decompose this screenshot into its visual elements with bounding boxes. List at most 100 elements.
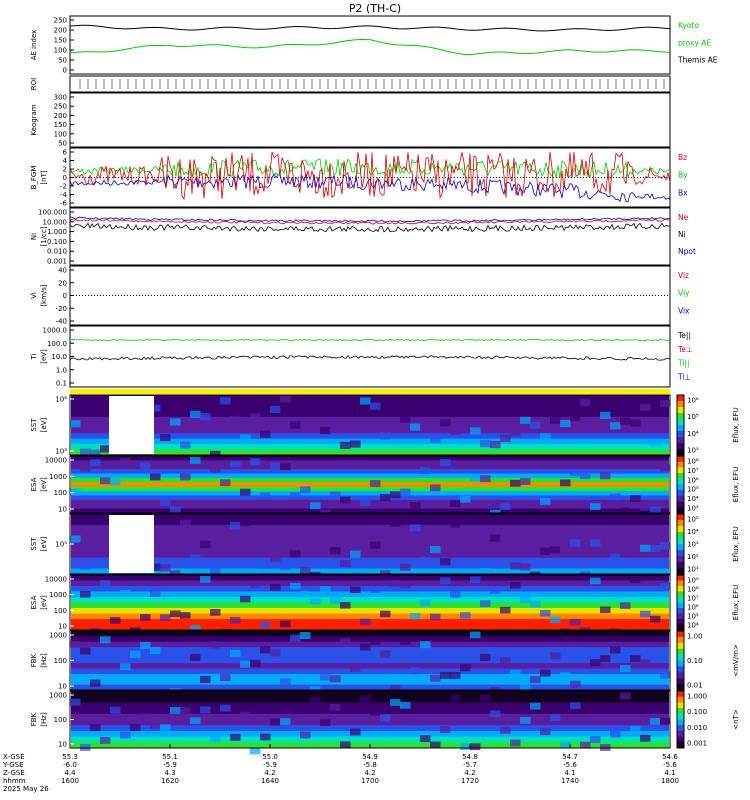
spectrogram-cell bbox=[330, 547, 341, 555]
spectrogram-cell bbox=[640, 503, 651, 511]
spectrogram-cell bbox=[350, 501, 361, 509]
ylabel2-fbk_e: [Hz] bbox=[40, 653, 48, 668]
ytick-bfgm: -4 bbox=[60, 191, 68, 199]
spectrogram-cell bbox=[500, 535, 511, 543]
spectrogram-cell bbox=[200, 540, 211, 549]
ylabel-sst_i: SST bbox=[30, 418, 38, 432]
ytick-esa_e: 10 bbox=[58, 623, 67, 631]
spectrogram-band bbox=[71, 673, 669, 680]
spectrogram-cell bbox=[130, 724, 141, 731]
colorbar-tick: 10⁷ bbox=[687, 595, 699, 603]
ytick-vi: 40 bbox=[58, 267, 67, 275]
spectrogram-cell bbox=[100, 477, 111, 485]
spectrogram-cell bbox=[70, 535, 81, 543]
xaxis-value: 54.9 bbox=[362, 753, 378, 761]
colorbar-frame bbox=[676, 630, 685, 691]
spectrogram-cell bbox=[420, 424, 431, 432]
xaxis-value: 55.1 bbox=[162, 753, 178, 761]
spectrogram-cell bbox=[400, 637, 411, 645]
spectrogram-cell bbox=[320, 673, 331, 681]
spectrogram-cell bbox=[550, 714, 561, 722]
spectrogram-cell bbox=[560, 479, 571, 487]
spectrogram-cell bbox=[440, 419, 451, 427]
spectrogram-cell bbox=[660, 717, 671, 725]
spectrogram-cell bbox=[510, 429, 521, 437]
spectrogram-cell bbox=[80, 448, 91, 456]
spectrogram-cell bbox=[480, 653, 491, 661]
spectrogram-cell bbox=[190, 653, 201, 661]
colorbar-label: Eflux, EFU bbox=[732, 526, 740, 561]
xaxis-value: -5.6 bbox=[663, 761, 677, 769]
ytick-ae: 100 bbox=[54, 47, 67, 55]
spectrogram-cell bbox=[240, 711, 251, 719]
spectrogram-cell bbox=[570, 539, 581, 547]
spectrogram-cell bbox=[380, 493, 391, 501]
colorbar-tick: 10⁵ bbox=[687, 413, 699, 421]
spectrogram-cell bbox=[640, 610, 651, 618]
spectrogram-cell bbox=[370, 586, 381, 593]
spectrogram-cell bbox=[250, 458, 261, 466]
colorbar-frame bbox=[676, 394, 685, 456]
colorbar-segment bbox=[677, 544, 684, 551]
colorbar-segment bbox=[677, 484, 684, 491]
xaxis-value: 55.3 bbox=[62, 753, 78, 761]
colorbar-frame bbox=[676, 455, 685, 514]
colorbar-segment bbox=[677, 608, 684, 614]
spectrogram-cell bbox=[480, 475, 491, 483]
spectrogram-cell bbox=[350, 728, 361, 736]
xaxis-value: 54.6 bbox=[662, 753, 678, 761]
ylabel-ni: Ni bbox=[30, 233, 38, 240]
spectrogram-cell bbox=[550, 652, 561, 660]
ytick-keogram: 250 bbox=[54, 103, 67, 111]
ytick-ae: 150 bbox=[54, 37, 67, 45]
colorbar-tick: 10⁷ bbox=[687, 467, 699, 475]
spectrogram-cell bbox=[410, 612, 421, 620]
ytick-keogram: 300 bbox=[54, 94, 67, 102]
ytick-bfgm: 4 bbox=[63, 157, 68, 165]
colorbar-segment bbox=[677, 490, 684, 497]
spectrogram-cell bbox=[630, 655, 641, 663]
spectrogram-cell bbox=[540, 669, 551, 677]
ylabel-sst_e: SST bbox=[30, 537, 38, 551]
ylabel2-bfgm: [nT] bbox=[40, 170, 48, 184]
ylabel2-esa_e: [eV] bbox=[40, 595, 48, 610]
spectrogram-band bbox=[71, 524, 669, 531]
spectrogram-cell bbox=[200, 675, 211, 684]
ytick-ti: 10.0 bbox=[51, 353, 67, 361]
ytick-esa_i: 100 bbox=[54, 489, 67, 497]
bfield-series bbox=[69, 158, 671, 180]
colorbar-tick: 10³ bbox=[687, 505, 699, 513]
spectrogram-cell bbox=[260, 733, 271, 741]
xaxis-value: 4.2 bbox=[464, 769, 475, 777]
colorbar-segment bbox=[677, 691, 684, 698]
spectrogram-cell bbox=[280, 678, 291, 686]
colorbar-segment bbox=[677, 586, 684, 592]
ytick-esa_e: 1000 bbox=[49, 591, 67, 599]
spectrogram-cell bbox=[470, 427, 481, 435]
spectrogram-cell bbox=[620, 507, 631, 515]
spectrogram-cell bbox=[310, 502, 321, 510]
spectrogram-cell bbox=[150, 722, 161, 730]
colorbar-segment bbox=[677, 672, 684, 679]
spectrogram-band bbox=[71, 557, 669, 564]
spectrogram-cell bbox=[210, 567, 221, 575]
xaxis-value: 4.1 bbox=[564, 769, 575, 777]
colorbar-tick: 0.01 bbox=[687, 682, 703, 690]
ylabel-vi: Vi bbox=[30, 292, 38, 299]
spectrogram-cell bbox=[150, 404, 161, 412]
spectrogram-cell bbox=[260, 561, 271, 569]
xaxis-value: 54.7 bbox=[562, 753, 578, 761]
spectrogram-cell bbox=[420, 556, 431, 564]
ylabel-esa_i: ESA bbox=[30, 477, 38, 491]
spectrogram-cell bbox=[590, 503, 601, 511]
spectrogram-cell bbox=[560, 419, 571, 428]
ytick-esa_i: 10000 bbox=[45, 457, 67, 465]
colorbar-tick: 10⁸ bbox=[687, 458, 699, 466]
colorbar-segment bbox=[677, 449, 684, 456]
colorbar-label: Eflux, EFU bbox=[732, 467, 740, 502]
ytick-vi: -20 bbox=[56, 305, 67, 313]
data-gap bbox=[109, 396, 154, 454]
xaxis-value: 1600 bbox=[61, 777, 79, 785]
spectrogram-cell bbox=[280, 718, 291, 726]
